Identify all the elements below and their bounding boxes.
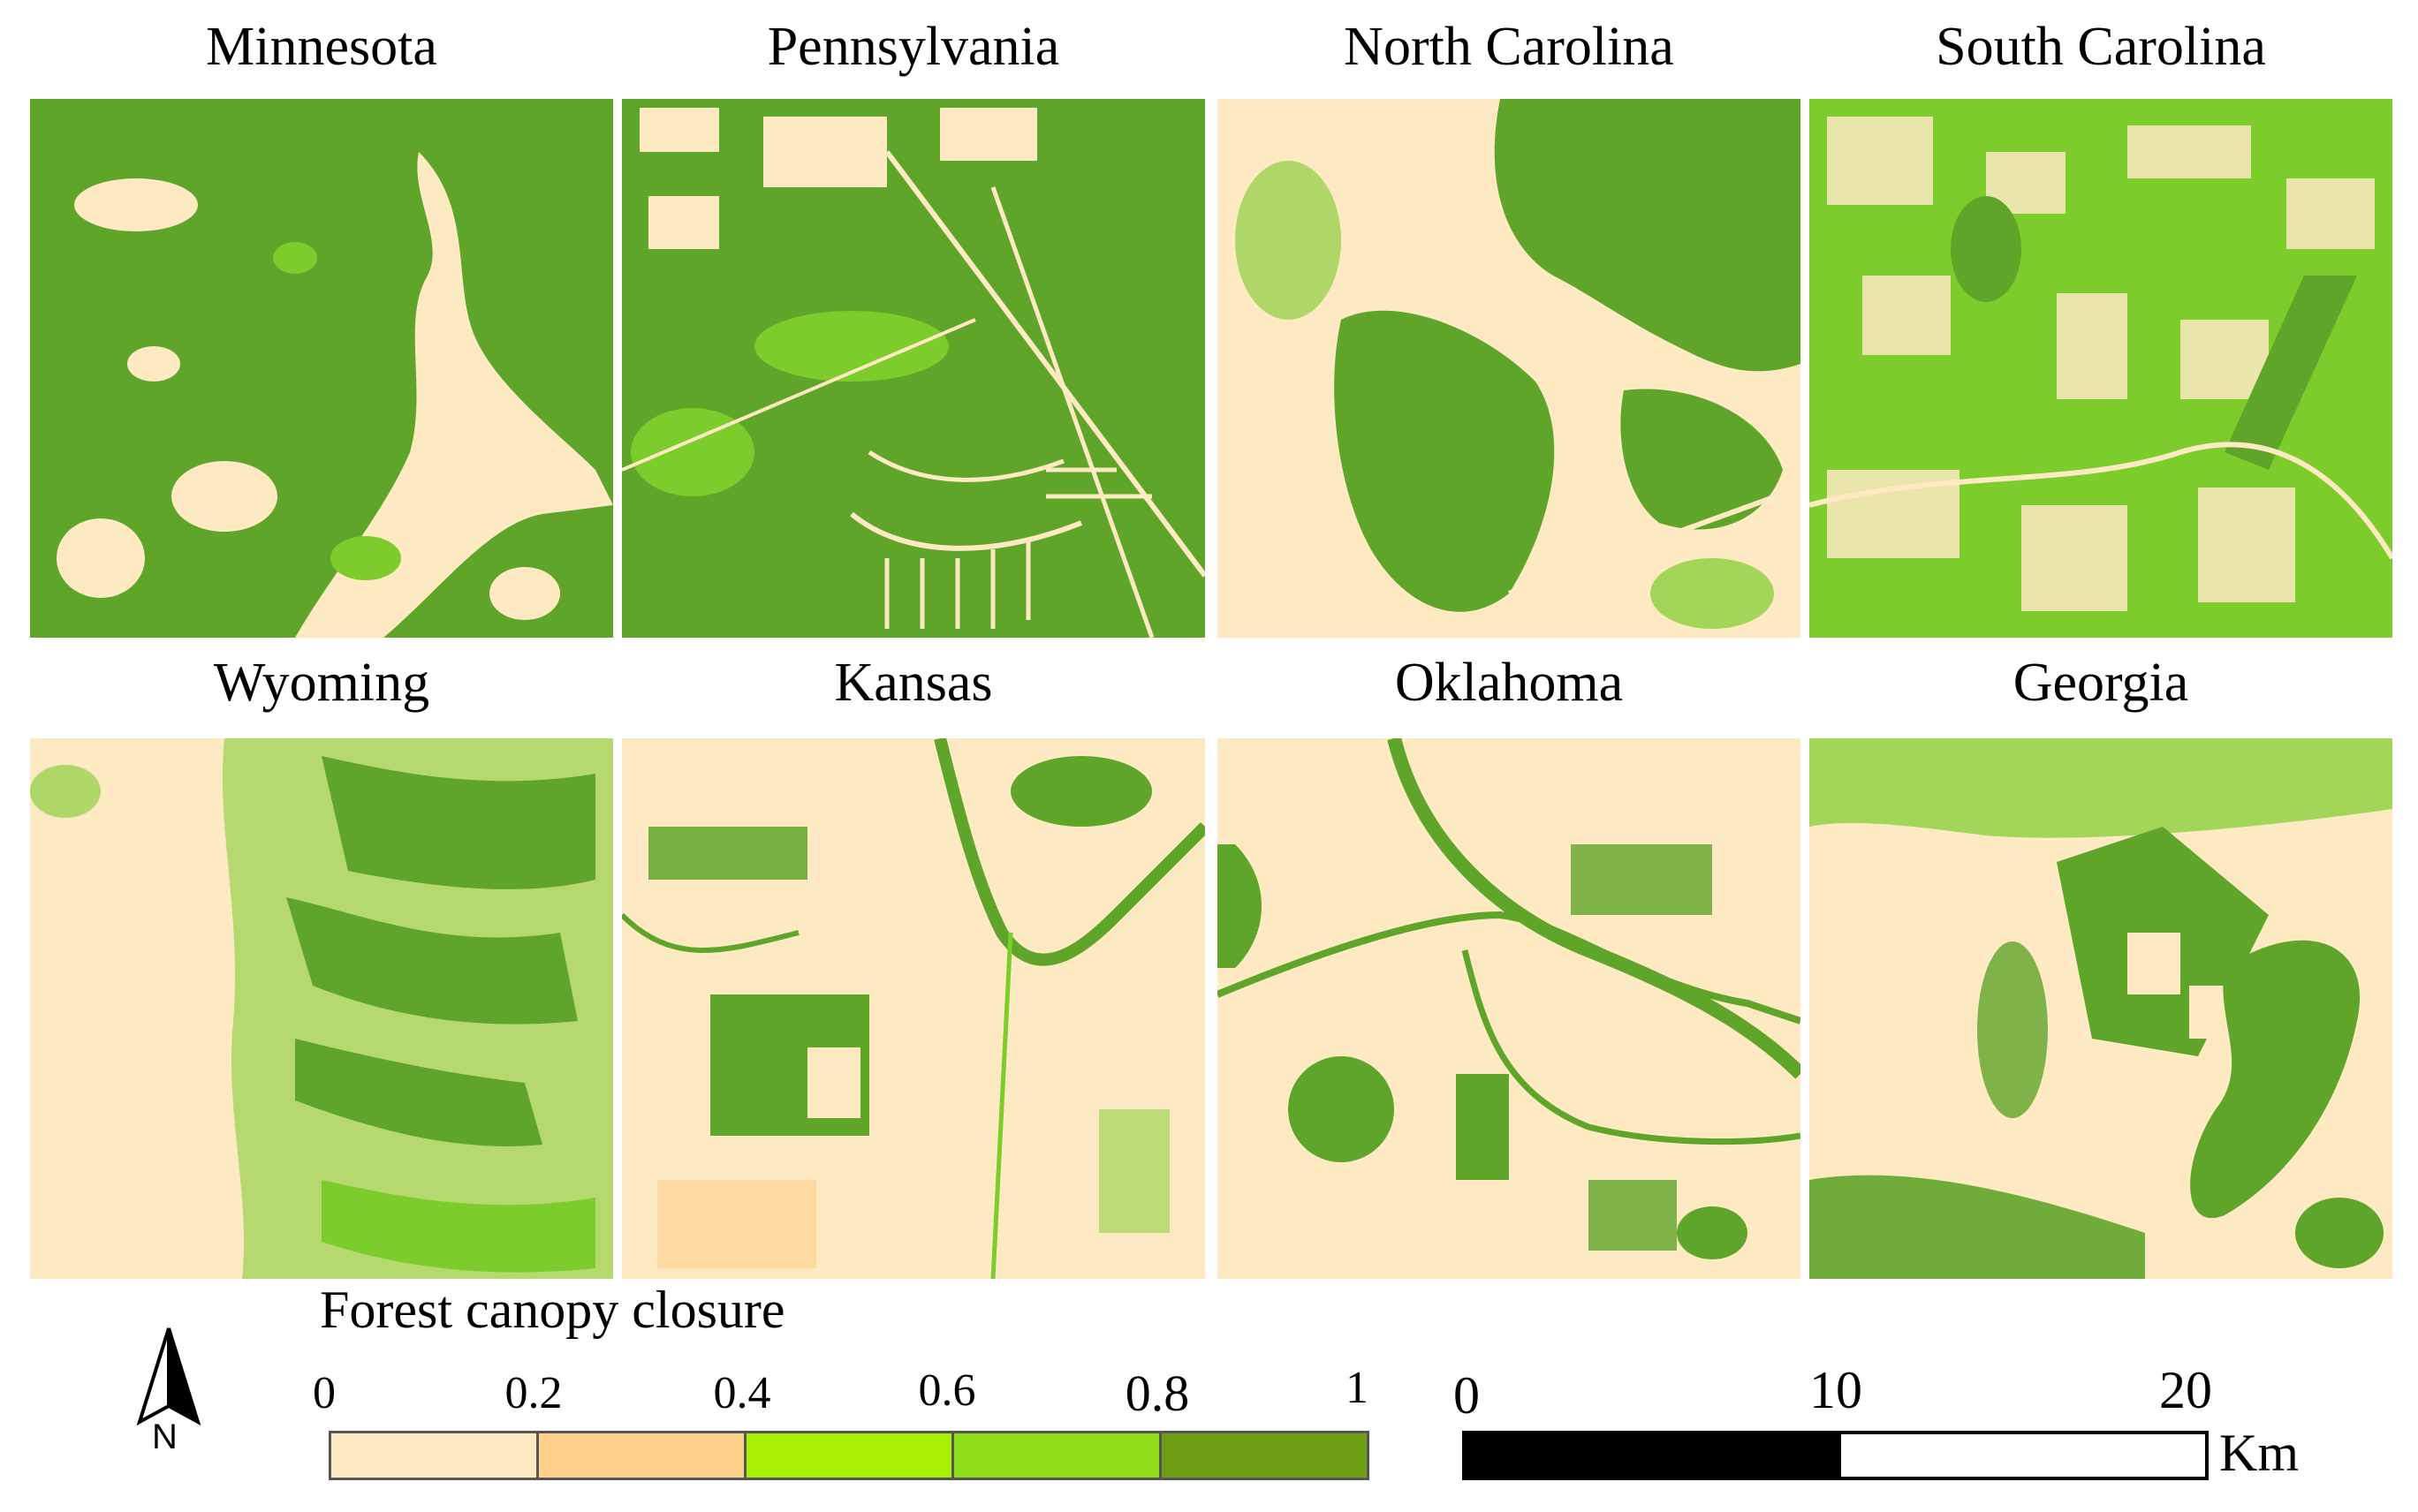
map-panel-south-carolina [1809,99,2392,638]
legend-swatch-0-0.2 [329,1431,539,1480]
legend-tick-0: 0 [313,1368,336,1418]
panel-title-north-carolina: North Carolina [1344,17,1674,77]
scale-tick-0: 0 [1453,1366,1480,1425]
map-panel-georgia [1809,738,2392,1279]
panel-title-wyoming: Wyoming [213,653,430,713]
legend-tick-0-4: 0.4 [713,1368,771,1418]
legend-tick-0-8: 0.8 [1125,1365,1190,1422]
legend-swatch-0.6-0.8 [951,1431,1162,1480]
scale-bar-unit: Km [2219,1424,2299,1482]
scale-tick-10: 10 [1809,1361,1862,1419]
legend-swatch-0.4-0.6 [744,1431,954,1480]
legend-title: Forest canopy closure [320,1281,785,1339]
panel-title-oklahoma: Oklahoma [1394,653,1624,713]
north-arrow-label: N [152,1418,178,1456]
panel-title-pennsylvania: Pennsylvania [767,17,1060,77]
map-panel-wyoming [30,738,613,1279]
scale-tick-20: 20 [2159,1361,2212,1419]
legend-swatch-0.8-1 [1159,1431,1369,1480]
panel-title-minnesota: Minnesota [206,17,437,77]
panel-title-south-carolina: South Carolina [1936,17,2266,77]
scale-bar-segment-white [1838,1431,2209,1480]
legend-swatch-0.2-0.4 [536,1431,747,1480]
panel-title-kansas: Kansas [834,653,993,713]
map-panel-kansas [622,738,1205,1279]
map-panel-pennsylvania [622,99,1205,638]
scale-bar-segment-black [1462,1431,1842,1480]
north-arrow-icon [136,1327,201,1426]
legend-tick-1: 1 [1345,1363,1368,1413]
legend-tick-0-6: 0.6 [918,1365,976,1416]
panel-title-georgia: Georgia [2012,653,2189,713]
map-panel-north-carolina [1217,99,1800,638]
map-panel-minnesota [30,99,613,638]
map-panel-oklahoma [1217,738,1800,1279]
legend-tick-0-2: 0.2 [504,1368,563,1418]
